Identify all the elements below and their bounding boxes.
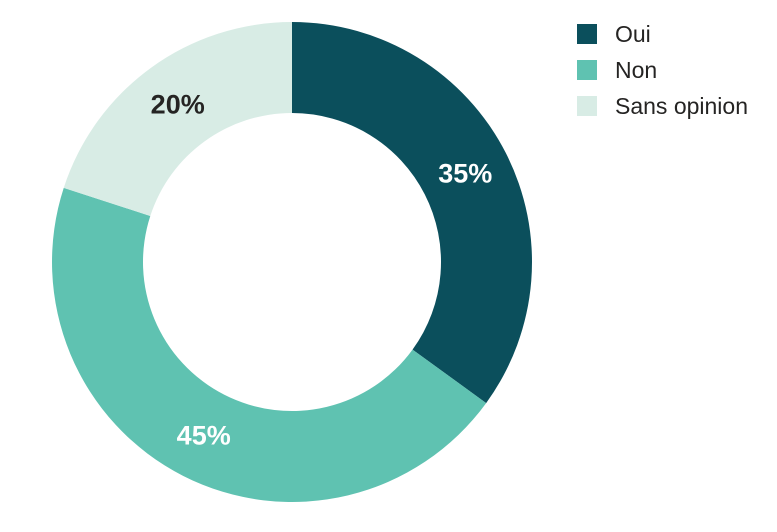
legend-item-non[interactable]: Non	[577, 52, 748, 88]
legend-label-oui: Oui	[615, 20, 651, 47]
donut-segment-sans-opinion[interactable]	[63, 22, 292, 216]
legend-swatch-sans-opinion	[577, 96, 597, 116]
legend-item-sans-opinion[interactable]: Sans opinion	[577, 88, 748, 124]
legend-swatch-oui	[577, 24, 597, 44]
donut-segment-oui[interactable]	[292, 22, 532, 404]
legend-label-sans-opinion: Sans opinion	[615, 92, 748, 119]
donut-segment-non[interactable]	[52, 187, 487, 502]
legend-item-oui[interactable]: Oui	[577, 16, 748, 52]
legend-swatch-non	[577, 60, 597, 80]
legend-label-non: Non	[615, 56, 658, 83]
legend: Oui Non Sans opinion	[577, 16, 748, 124]
